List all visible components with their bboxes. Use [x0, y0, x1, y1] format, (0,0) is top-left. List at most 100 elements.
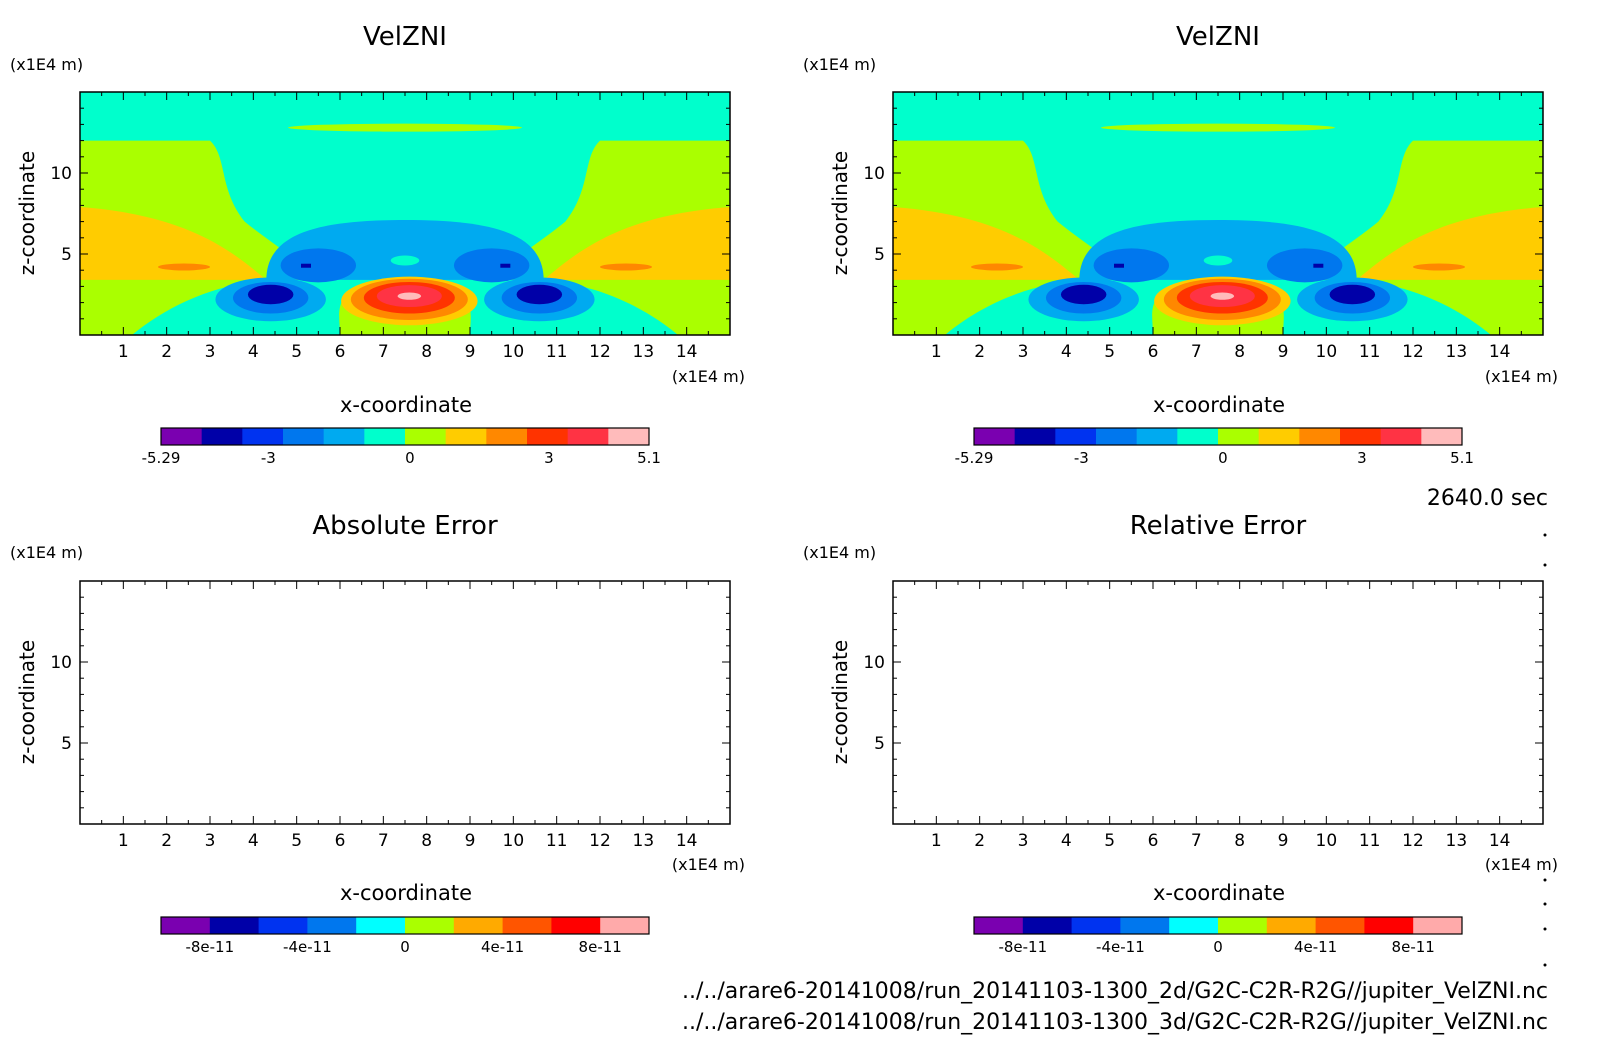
x-tick-label: 13: [633, 342, 655, 362]
y-unit-3: (x1E4 m): [803, 543, 876, 562]
colorbar-swatch: [1364, 917, 1414, 934]
x-unit-3: (x1E4 m): [1485, 855, 1558, 874]
x-tick-label: 7: [378, 342, 389, 362]
colorbar-label: 8e-11: [1392, 938, 1435, 956]
x-tick-label: 11: [1359, 831, 1381, 851]
contour-upper-band: [288, 123, 522, 132]
colorbar-frame: [160, 427, 650, 446]
colorbar-label: 0: [1218, 449, 1228, 467]
colorbar-label: 5.1: [1450, 449, 1474, 467]
x-tick-label: 6: [335, 342, 346, 362]
x-tick-label: 14: [1489, 831, 1511, 851]
contour-upper-band: [1101, 123, 1335, 132]
x-tick-label: 8: [421, 831, 432, 851]
colorbar-label: -3: [261, 449, 276, 467]
x-tick-label: 12: [1402, 831, 1424, 851]
contour-left-orange: [80, 207, 267, 280]
contour-upper-center: [390, 255, 420, 266]
contour-upper-left-lobe: [1093, 248, 1170, 283]
edge-marks: [1543, 533, 1547, 967]
x-tick-label: 6: [1148, 342, 1159, 362]
x-tick-label: 9: [465, 342, 476, 362]
plot-frame-3: [892, 580, 1544, 825]
colorbar-swatch: [551, 917, 601, 934]
file-path-1: ../../arare6-20141008/run_20141103-1300_…: [682, 979, 1548, 1004]
x-tick-label: 10: [1316, 342, 1338, 362]
colorbar-swatch: [1315, 917, 1365, 934]
time-label: 2640.0 sec: [1427, 486, 1548, 511]
colorbar-swatch: [1266, 917, 1317, 934]
y-tick-label: 10: [863, 653, 885, 673]
y-tick-label: 10: [863, 164, 885, 184]
y-tick-label: 10: [50, 164, 72, 184]
colorbar-swatch: [323, 428, 365, 445]
x-tick-label: 8: [1234, 831, 1245, 851]
x-tick-label: 2: [974, 342, 985, 362]
x-tick-label: 13: [633, 831, 655, 851]
colorbar-swatch: [307, 917, 357, 934]
chart-title-3: Relative Error: [1130, 511, 1307, 541]
x-tick-label: 6: [335, 831, 346, 851]
y-tick-label: 5: [61, 245, 72, 265]
contour-right-orange-core: [1413, 263, 1465, 271]
colorbar-label: 0: [1213, 938, 1223, 956]
colorbar-swatch: [283, 428, 325, 445]
contour-lower-left-core: [247, 284, 294, 305]
x-unit-1: (x1E4 m): [1485, 367, 1558, 386]
colorbar-swatch: [1022, 917, 1073, 934]
colorbar-swatch: [1258, 428, 1300, 445]
colorbar-swatch: [445, 428, 487, 445]
colorbar-swatch: [258, 917, 308, 934]
y-tick-label: 5: [874, 245, 885, 265]
y-unit-2: (x1E4 m): [10, 543, 83, 562]
colorbar-swatch: [486, 428, 528, 445]
colorbar-label: 8e-11: [579, 938, 622, 956]
contour-left-orange-core: [158, 263, 210, 271]
x-unit-0: (x1E4 m): [672, 367, 745, 386]
colorbar-swatch: [209, 917, 260, 934]
colorbar-swatch: [1120, 917, 1170, 934]
colorbar-swatch: [1055, 428, 1097, 445]
colorbar-swatch: [1136, 428, 1178, 445]
x-tick-label: 1: [118, 342, 129, 362]
contour-lower-left-core: [1060, 284, 1107, 305]
contour-upper-right-lobe: [1266, 248, 1343, 283]
y-unit-1: (x1E4 m): [803, 55, 876, 74]
colorbar-swatch: [1071, 917, 1121, 934]
x-tick-label: 3: [1018, 342, 1029, 362]
x-tick-label: 4: [1061, 342, 1072, 362]
colorbar-swatch: [1169, 917, 1219, 934]
contour-upper-left-core: [1114, 263, 1124, 268]
x-tick-label: 1: [931, 831, 942, 851]
x-tick-label: 10: [1316, 831, 1338, 851]
colorbar-swatch: [1413, 917, 1463, 934]
colorbar-swatch: [1340, 428, 1382, 445]
colorbar-swatch: [201, 428, 243, 445]
contour-lower-right-core: [1329, 284, 1376, 305]
colorbar-swatch: [974, 917, 1024, 934]
colorbar-swatch: [527, 428, 569, 445]
x-tick-label: 2: [161, 831, 172, 851]
colorbar-swatch: [161, 428, 203, 445]
x-tick-label: 4: [248, 342, 259, 362]
colorbar-label: -8e-11: [185, 938, 234, 956]
colorbar-swatch: [1096, 428, 1138, 445]
colorbar-swatch: [1380, 428, 1422, 445]
x-tick-label: 11: [546, 831, 568, 851]
x-tick-label: 5: [291, 831, 302, 851]
x-tick-label: 12: [1402, 342, 1424, 362]
colorbar-label: 3: [544, 449, 554, 467]
x-tick-label: 3: [205, 342, 216, 362]
colorbar-swatch: [453, 917, 504, 934]
colorbar-swatch: [405, 917, 455, 934]
contour-fill-velzni-right: [893, 92, 1543, 335]
colorbar-swatch: [1177, 428, 1219, 445]
plot-frame-2: [79, 580, 731, 825]
y-axis-label-1: z-coordinate: [828, 151, 852, 275]
contour-center-peak: [1210, 292, 1235, 300]
x-tick-label: 14: [676, 831, 698, 851]
x-tick-label: 8: [421, 342, 432, 362]
x-tick-label: 3: [205, 831, 216, 851]
x-tick-label: 13: [1446, 342, 1468, 362]
